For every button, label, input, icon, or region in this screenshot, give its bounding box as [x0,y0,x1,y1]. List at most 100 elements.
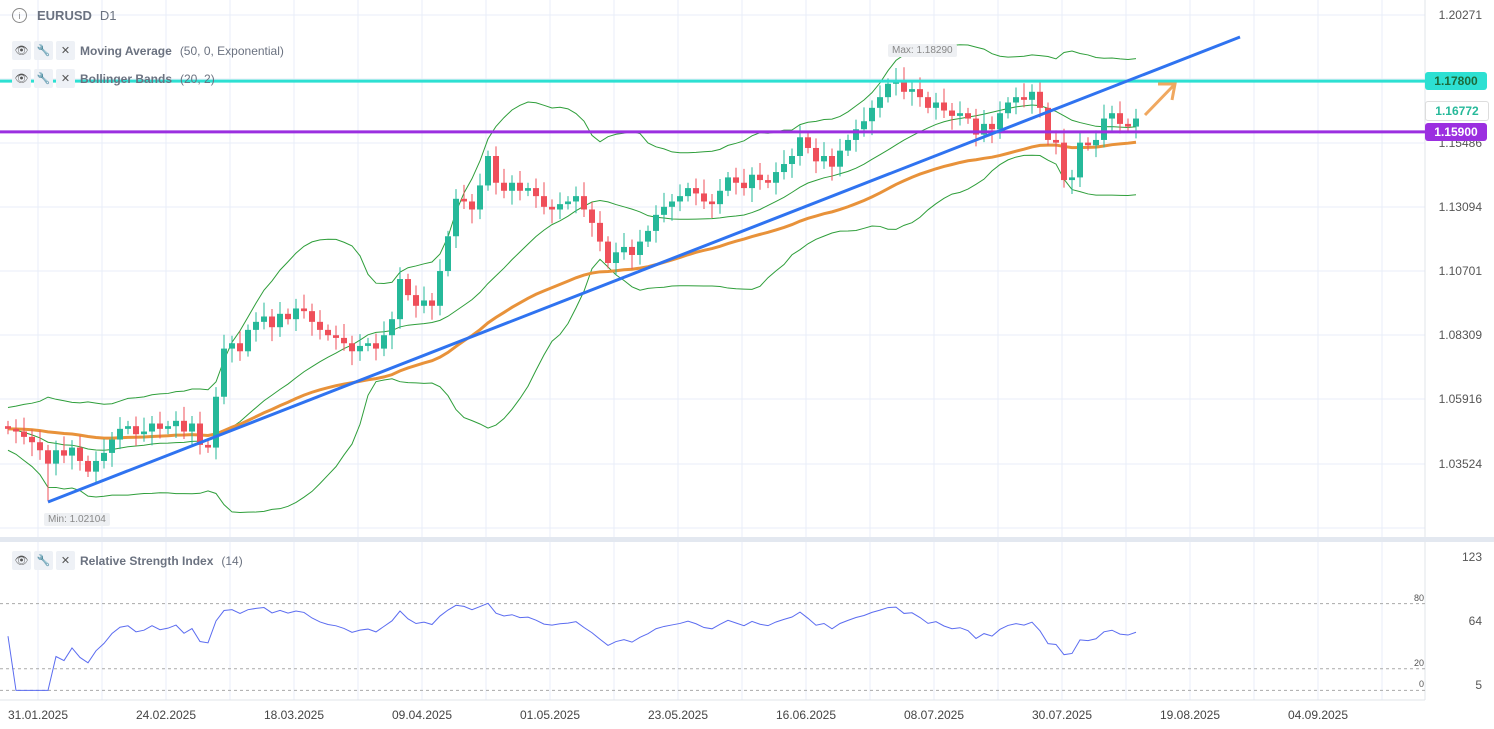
eye-icon[interactable]: 👁 [12,69,31,88]
candle-body [189,423,195,432]
candle-body [677,196,683,202]
candle-body [477,185,483,210]
date-tick: 23.05.2025 [647,708,709,722]
candle-body [173,420,179,427]
price-tick: 1.03524 [1438,457,1482,471]
candle-body [213,396,219,448]
candle-body [533,188,539,197]
candle-body [277,313,283,328]
price-tick: 1.13094 [1438,200,1482,214]
candle-body [949,110,955,116]
candle-body [629,246,635,255]
candle-body [645,230,651,242]
candle-body [877,97,883,108]
candle-body [245,329,251,352]
candle-body [1093,139,1099,146]
candle-body [621,246,627,253]
candle-body [981,123,987,135]
candle-body [325,329,331,336]
candle-body [637,241,643,255]
candle-body [1069,177,1075,181]
close-icon[interactable]: ✕ [56,69,75,88]
resistance-price-tag: 1.17800 [1425,72,1487,90]
price-tick: 1.05916 [1438,392,1482,406]
candle-body [373,343,379,349]
candle-body [757,174,763,181]
candle-body [445,236,451,272]
candle-body [1029,91,1035,100]
wrench-icon[interactable]: 🔧 [34,69,53,88]
candle-body [653,214,659,231]
candle-body [453,198,459,237]
indicator-name: Bollinger Bands [80,71,173,86]
candle-body [517,182,523,191]
wrench-icon[interactable]: 🔧 [34,551,53,570]
candle-body [997,113,1003,130]
candle-body [989,123,995,130]
candle-body [541,196,547,207]
candle-body [349,343,355,352]
candle-body [965,113,971,119]
candle-body [301,308,307,312]
eye-icon[interactable]: 👁 [12,551,31,570]
date-tick: 01.05.2025 [519,708,581,722]
indicator-params: (14) [221,553,243,568]
candle-body [589,209,595,223]
close-icon[interactable]: ✕ [56,551,75,570]
rsi-line [7,602,1137,691]
candle-body [1013,97,1019,103]
candle-body [469,201,475,210]
candle-body [125,426,131,429]
candle-body [861,121,867,130]
rsi-level-label: 80 [1413,593,1424,603]
bb-middle-band [7,104,1137,451]
panel-separator [0,537,1494,542]
candle-body [957,113,963,116]
candle-body [229,343,235,349]
candle-body [1117,113,1123,124]
candle-body [773,172,779,183]
candle-body [501,182,507,191]
candle-body [165,426,171,429]
candle-body [813,147,819,162]
price-tick: 1.08309 [1438,328,1482,342]
candle-body [413,295,419,306]
candle-body [397,279,403,320]
candle-body [61,450,67,456]
candle-body [789,155,795,165]
candle-body [1125,123,1131,127]
candle-body [805,137,811,148]
candle-body [733,177,739,183]
candle-body [941,102,947,111]
bb-upper-band [7,44,1137,408]
candle-body [1101,118,1107,140]
candle-body [717,190,723,205]
candle-body [781,164,787,173]
candle-body [5,426,11,429]
min-label: Min: 1.02104 [44,513,110,526]
candle-body [1037,91,1043,108]
candle-body [853,129,859,140]
candle-body [357,345,363,352]
symbol-legend: i EURUSD D1 [12,8,117,23]
candle-body [925,97,931,108]
candle-body [885,83,891,98]
close-icon[interactable]: ✕ [56,41,75,60]
indicator-params: (20, 2) [180,71,215,86]
info-icon[interactable]: i [12,8,27,23]
candle-body [573,196,579,202]
candle-body [53,450,59,464]
date-tick: 19.08.2025 [1159,708,1221,722]
candle-body [205,444,211,448]
candle-body [837,150,843,167]
eye-icon[interactable]: 👁 [12,41,31,60]
candle-body [141,431,147,435]
candle-body [365,343,371,346]
candle-body [13,428,19,432]
candle-body [341,337,347,344]
wrench-icon[interactable]: 🔧 [34,41,53,60]
candle-body [1133,118,1139,127]
candle-body [797,137,803,156]
rsi-tick: 123 [1461,550,1482,564]
